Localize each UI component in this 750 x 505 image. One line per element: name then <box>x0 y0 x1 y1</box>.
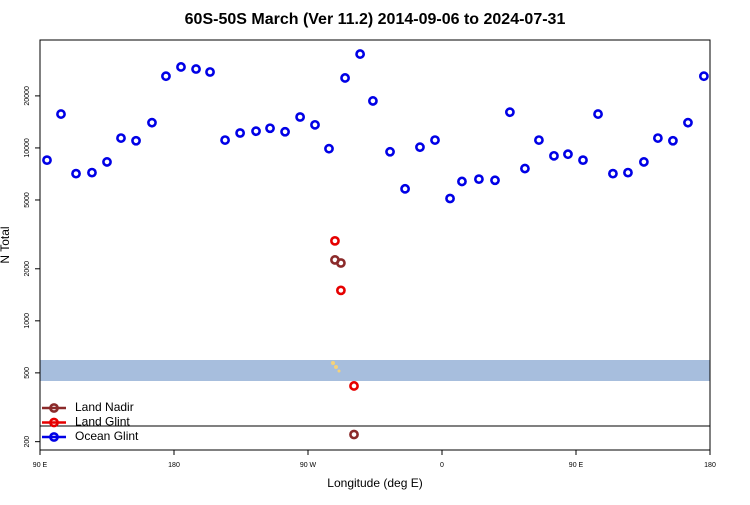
legend-label: Ocean Glint <box>75 429 139 443</box>
point <box>251 126 261 137</box>
point <box>220 135 230 145</box>
x-axis-label: Longitude (deg E) <box>327 476 422 490</box>
point <box>280 126 290 137</box>
y-tick-label: 5000 <box>24 192 31 208</box>
point <box>336 258 346 268</box>
point <box>368 96 378 106</box>
point <box>652 133 663 143</box>
point <box>349 429 359 440</box>
point <box>638 157 649 167</box>
point <box>330 235 340 246</box>
point <box>349 381 359 391</box>
point <box>191 64 201 74</box>
point <box>608 168 618 179</box>
point <box>474 174 484 185</box>
point <box>116 133 126 143</box>
legend-marker <box>49 403 59 413</box>
x-tick-label: 0 <box>440 462 444 469</box>
map-land <box>337 369 341 373</box>
point <box>42 155 52 166</box>
map-band <box>40 360 710 381</box>
point <box>131 135 141 146</box>
y-axis-label: N Total <box>0 226 12 263</box>
map-land <box>331 361 335 365</box>
x-tick-label: 90 E <box>569 462 584 469</box>
point <box>355 49 366 59</box>
point <box>445 193 455 204</box>
point <box>385 146 395 157</box>
legend-label: Land Nadir <box>75 400 134 414</box>
point <box>265 123 275 134</box>
point <box>578 155 588 166</box>
point <box>71 168 81 179</box>
point <box>490 175 500 186</box>
y-tick-label: 500 <box>24 367 31 379</box>
x-tick-label: 180 <box>168 462 180 469</box>
point <box>430 135 440 145</box>
y-tick-label: 10000 <box>24 138 31 158</box>
plot-frame <box>39 39 711 451</box>
point <box>623 167 633 178</box>
point <box>534 135 544 145</box>
point <box>593 109 603 119</box>
point <box>400 183 410 194</box>
point <box>324 143 334 154</box>
legend-marker <box>49 417 59 428</box>
point <box>161 71 171 82</box>
point <box>147 117 157 128</box>
point <box>683 117 693 128</box>
point <box>457 176 467 187</box>
point <box>56 109 66 119</box>
point <box>87 167 97 178</box>
chart-title: 60S-50S March (Ver 11.2) 2014-09-06 to 2… <box>185 11 566 28</box>
y-tick-label: 200 <box>24 436 31 448</box>
point <box>235 128 246 138</box>
point <box>415 142 425 153</box>
point <box>520 163 530 174</box>
point <box>340 73 350 83</box>
y-tick-label: 20000 <box>24 86 31 106</box>
x-tick-label: 90 W <box>300 462 317 469</box>
point <box>295 112 306 122</box>
point <box>563 149 573 160</box>
point <box>102 157 112 167</box>
point <box>310 119 320 130</box>
point <box>504 107 515 118</box>
point <box>698 71 709 82</box>
point <box>205 67 215 77</box>
legend-marker <box>49 432 59 442</box>
x-tick-label: 180 <box>704 462 716 469</box>
map-land <box>334 365 338 369</box>
point <box>336 285 346 296</box>
point <box>549 150 559 161</box>
y-tick-label: 2000 <box>24 261 31 277</box>
x-tick-label: 90 E <box>33 462 48 469</box>
point <box>176 62 186 72</box>
point <box>668 135 678 146</box>
y-tick-label: 1000 <box>24 313 31 329</box>
legend-label: Land Glint <box>75 415 130 429</box>
